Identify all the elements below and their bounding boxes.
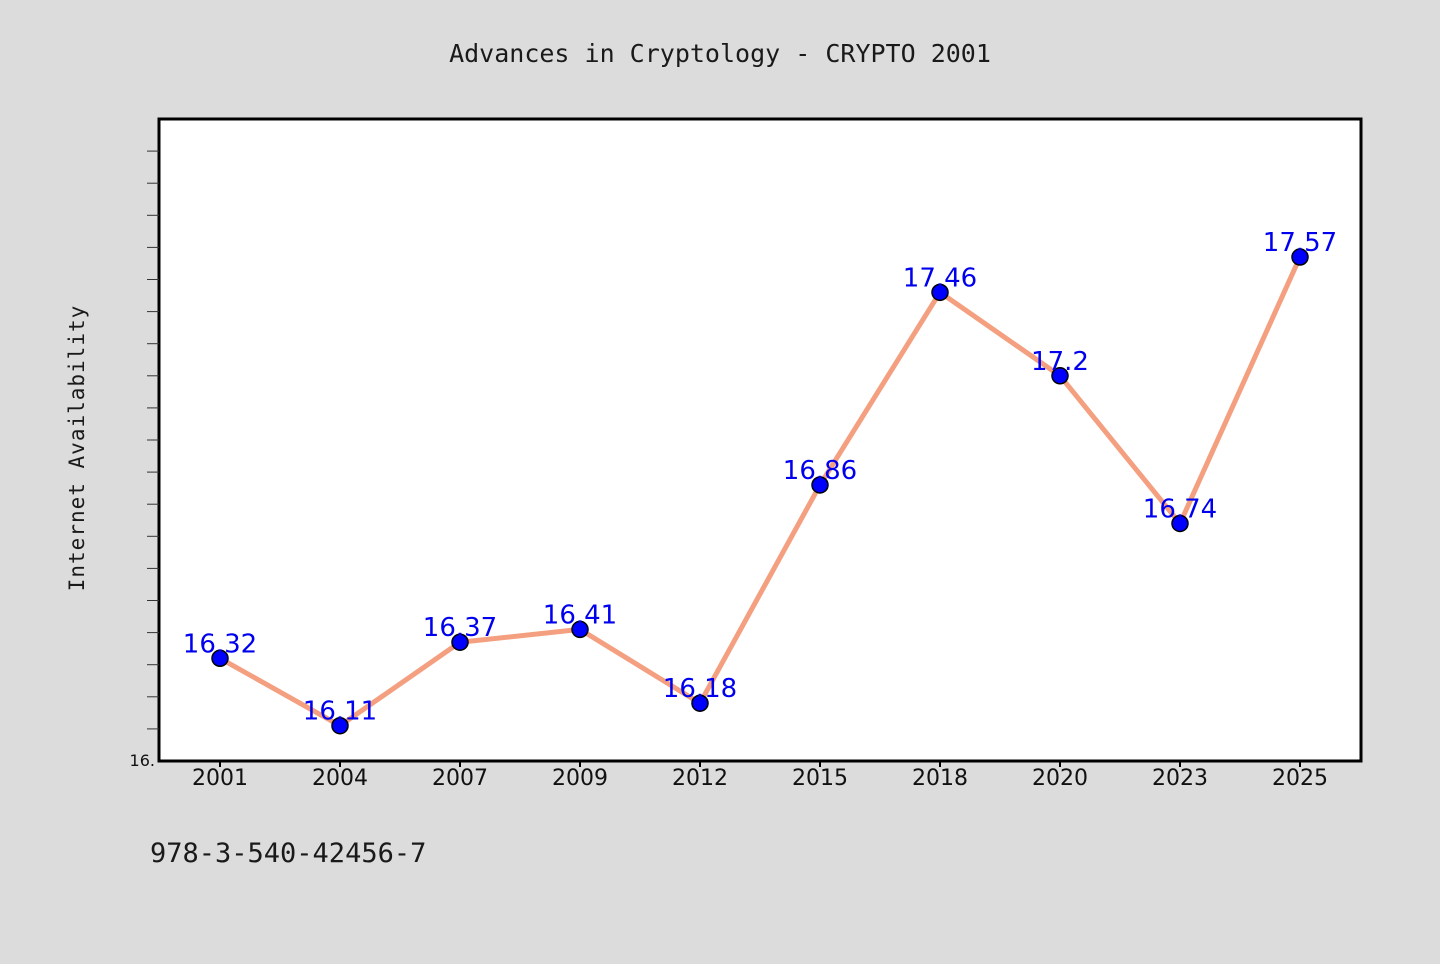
data-label: 16.11 <box>303 697 377 727</box>
data-label: 16.74 <box>1143 494 1217 524</box>
y-axis-label: Internet Availability <box>65 305 89 592</box>
data-point <box>451 633 469 651</box>
x-tick-label: 2004 <box>312 766 368 791</box>
plot-area <box>157 117 1363 763</box>
x-tick-label: 2025 <box>1272 766 1328 791</box>
x-tick-label: 2009 <box>552 766 608 791</box>
data-point <box>1291 248 1309 266</box>
x-tick-label: 2001 <box>192 766 248 791</box>
data-label: 17.57 <box>1263 228 1337 258</box>
data-point <box>211 649 229 668</box>
data-label: 17.2 <box>1031 347 1089 377</box>
x-tick-label: 2007 <box>432 766 488 791</box>
y-axis-ticks: 16. <box>130 150 159 770</box>
data-label: 16.86 <box>783 456 857 486</box>
y-tick-label: 16. <box>130 751 155 770</box>
x-tick-label: 2015 <box>792 766 848 791</box>
data-point <box>571 620 589 639</box>
data-labels: 16.32 16.11 16.37 16.41 16.18 16.86 17.46 17.2 1… <box>183 228 1337 727</box>
data-label: 16.32 <box>183 629 257 659</box>
x-tick-label: 2023 <box>1152 766 1208 791</box>
series-line-group <box>217 254 1303 729</box>
data-label: 17.46 <box>903 263 977 293</box>
data-point <box>811 476 829 494</box>
x-tick-label: 2012 <box>672 766 728 791</box>
x-tick-label: 2020 <box>1032 766 1088 791</box>
isbn-text: 978-3-540-42456-7 <box>150 838 426 869</box>
data-point <box>691 694 709 712</box>
data-label: 16.18 <box>663 674 737 704</box>
chart-title: Advances in Cryptology - CRYPTO 2001 <box>449 39 991 68</box>
series-line <box>217 254 1303 729</box>
x-axis-ticks: 2001 2004 2007 2009 2012 2015 2018 2020 2023 2025 <box>192 761 1328 791</box>
data-point <box>931 283 949 302</box>
data-label: 16.37 <box>423 613 497 643</box>
data-point <box>331 716 349 735</box>
data-point <box>1171 514 1189 533</box>
x-tick-label: 2018 <box>912 766 968 791</box>
data-label: 16.41 <box>543 600 617 630</box>
data-point <box>1051 367 1069 385</box>
series-markers <box>211 248 1309 735</box>
